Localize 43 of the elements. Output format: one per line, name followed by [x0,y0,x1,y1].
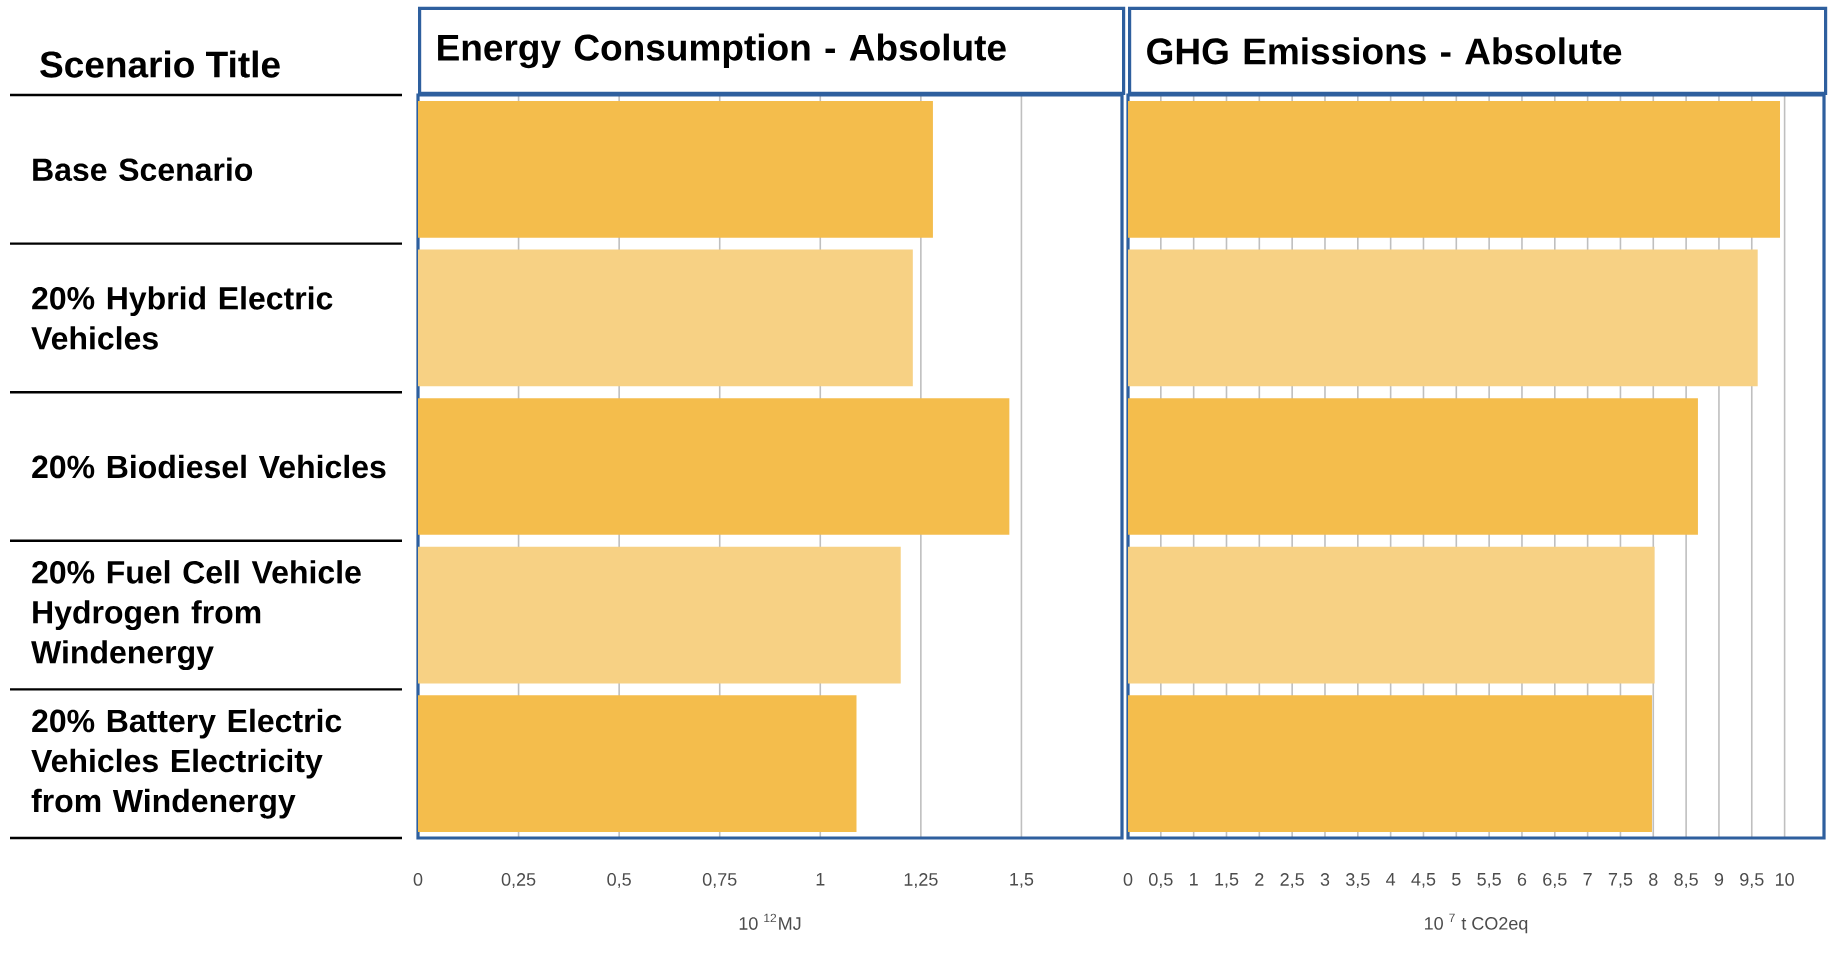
x-tick-label: 2 [1255,873,1264,886]
x-tick-label: 7 [1583,873,1592,886]
x-tick-label: 6 [1517,873,1527,886]
y-tick-label: 20% Battery Electric Vehicles Electricity from Windenergy [31,708,342,819]
x-tick-label: 10 [1775,873,1794,886]
y-tick-label: 20% Hybrid Electric Vehicles [31,286,333,350]
x-axis-title: 10 $^{12}$MJ [739,913,801,930]
x-tick-label: 1,5 [1010,873,1034,888]
x-tick-label: 0,5 [1149,873,1173,888]
bar [418,398,1010,535]
x-tick-label: 3 [1320,873,1330,886]
y-tick-label: 20% Fuel Cell Vehicle Hydrogen from Windenergy [31,560,361,671]
x-tick-label: 8 [1649,873,1658,886]
x-tick-label: 1,5 [1215,873,1239,888]
x-tick-label: 1 [816,873,825,886]
x-tick-label: 3,5 [1345,873,1370,888]
x-axis-title: 10 $^{7}$ t CO2eq [1425,913,1528,934]
y-axis-title: Scenario Title [40,50,280,78]
x-tick-label: 0 [1123,873,1133,886]
x-tick-label: 8,5 [1674,873,1698,888]
x-tick-label: 0,5 [607,873,631,888]
chart-title: Energy Consumption - Absolute [438,33,1006,69]
x-tick-label: 6,5 [1543,873,1567,888]
x-tick-label: 4 [1386,873,1396,886]
x-tick-label: 5,5 [1477,873,1501,888]
x-tick-label: 4,5 [1411,873,1436,888]
y-tick-label: 20% Biodiesel Vehicles [32,454,386,479]
x-tick-label: 0,25 [501,873,536,888]
bar [418,546,901,684]
x-tick-label: 7,5 [1608,873,1633,888]
bar [418,249,913,387]
x-tick-label: 1 [1190,873,1198,886]
x-tick-label: 2,5 [1280,873,1304,888]
bar [418,695,857,833]
chart-title: GHG Emissions - Absolute [1147,37,1622,65]
x-tick-label: 0 [413,873,423,886]
y-tick-label: Base Scenario [33,157,253,182]
x-tick-label: 0,75 [702,873,737,888]
bar [418,100,933,238]
x-tick-label: 5 [1452,873,1461,886]
x-tick-label: 1,25 [904,873,938,888]
x-tick-label: 9 [1714,873,1724,886]
x-tick-label: 9,5 [1740,873,1764,888]
